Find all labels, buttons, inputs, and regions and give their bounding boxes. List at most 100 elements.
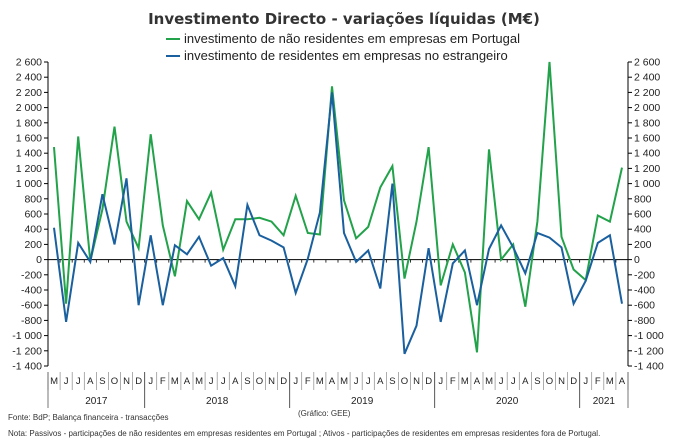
x-month-label: O [256, 376, 263, 387]
x-month-label: A [474, 376, 481, 387]
legend-label-nonresidents: investimento de não residentes em empres… [184, 31, 520, 46]
note-text: Nota: Passivos - participações de não re… [8, 429, 600, 438]
x-month-label: M [50, 376, 58, 387]
y-tick-label-left: -1 200 [12, 345, 42, 357]
legend-label-residents: investimento de residentes em empresas n… [184, 48, 508, 63]
y-tick-label-right: 2 000 [634, 102, 660, 114]
x-year-label: 2017 [85, 396, 108, 407]
x-month-label: O [111, 376, 118, 387]
y-tick-label-left: -400 [21, 285, 42, 297]
x-month-label: S [244, 376, 250, 387]
x-month-label: J [438, 376, 443, 387]
x-month-label: M [340, 376, 348, 387]
credit-text: (Gráfico: GEE) [298, 409, 351, 418]
y-tick-label-right: -400 [634, 285, 655, 297]
x-month-label: D [425, 376, 432, 387]
y-tick-label-left: -1 000 [12, 330, 42, 342]
y-tick-label-right: 1 400 [634, 148, 660, 160]
y-tick-label-left: 1 600 [16, 133, 42, 145]
x-month-label: S [99, 376, 105, 387]
x-year-label: 2020 [496, 396, 519, 407]
x-month-label: M [316, 376, 324, 387]
y-tick-label-left: -600 [21, 300, 42, 312]
y-tick-label-left: -1 400 [12, 361, 42, 373]
y-tick-label-left: -800 [21, 315, 42, 327]
x-month-label: J [209, 376, 214, 387]
y-tick-label-right: 1 200 [634, 163, 660, 175]
x-month-label: M [485, 376, 493, 387]
x-month-label: J [64, 376, 69, 387]
y-tick-label-left: 2 200 [16, 87, 42, 99]
chart-title: Investimento Directo - variações líquida… [148, 10, 540, 28]
x-month-label: A [329, 376, 336, 387]
x-month-label: J [511, 376, 516, 387]
x-month-label: J [499, 376, 504, 387]
x-month-label: S [389, 376, 395, 387]
y-axis-left: 2 600 2 400 2 200 2 000 1 800 1 600 1 400 1 200… [12, 57, 49, 373]
x-month-label: M [606, 376, 614, 387]
y-tick-label-right: 1 800 [634, 117, 660, 129]
x-month-label: A [184, 376, 191, 387]
x-month-label: O [546, 376, 553, 387]
y-tick-label-right: 1 600 [634, 133, 660, 145]
y-tick-label-left: 1 200 [16, 163, 42, 175]
x-month-label: O [401, 376, 408, 387]
x-month-label: N [268, 376, 275, 387]
series-line-nonresidents [53, 61, 623, 353]
y-tick-label-right: 200 [634, 239, 652, 251]
x-month-label: F [160, 376, 166, 387]
y-tick-label-left: 2 400 [16, 72, 42, 84]
y-tick-label-left: 0 [36, 254, 42, 266]
x-year-label: 2019 [351, 396, 374, 407]
x-month-label: M [461, 376, 469, 387]
y-tick-label-left: 2 000 [16, 102, 42, 114]
x-year-label: 2018 [206, 396, 229, 407]
x-month-label: D [280, 376, 287, 387]
y-tick-label-right: -200 [634, 269, 655, 281]
y-tick-label-right: -1 400 [634, 361, 664, 373]
x-month-label: F [450, 376, 456, 387]
y-tick-label-right: -1 000 [634, 330, 664, 342]
y-tick-label-right: 2 200 [634, 87, 660, 99]
x-month-label: D [135, 376, 142, 387]
y-tick-label-right: 400 [634, 224, 652, 236]
x-month-label: N [558, 376, 565, 387]
x-month-label: F [305, 376, 311, 387]
y-tick-label-left: 200 [24, 239, 42, 251]
y-tick-label-left: -200 [21, 269, 42, 281]
x-month-label: J [354, 376, 359, 387]
x-month-label: A [522, 376, 529, 387]
y-tick-label-right: -600 [634, 300, 655, 312]
y-tick-label-left: 2 600 [16, 57, 42, 69]
y-tick-label-left: 1 800 [16, 117, 42, 129]
y-tick-label-right: 800 [634, 193, 652, 205]
y-tick-label-right: -800 [634, 315, 655, 327]
series-line-residents [53, 92, 623, 355]
x-month-label: A [232, 376, 239, 387]
x-month-label: J [366, 376, 371, 387]
source-text: Fonte: BdP; Balança financeira - transac… [8, 413, 169, 422]
y-tick-label-right: 1 000 [634, 178, 660, 190]
y-tick-label-right: -1 200 [634, 345, 664, 357]
y-tick-label-left: 800 [24, 193, 42, 205]
y-axis-right: 2 600 2 400 2 200 2 000 1 800 1 600 1 400 1 200… [627, 57, 664, 373]
x-month-label: J [221, 376, 226, 387]
x-month-label: J [76, 376, 81, 387]
x-month-label: M [171, 376, 179, 387]
x-month-label: A [377, 376, 384, 387]
x-month-label: D [570, 376, 577, 387]
y-tick-label-left: 400 [24, 224, 42, 236]
y-tick-label-right: 0 [634, 254, 640, 266]
x-month-label: A [619, 376, 626, 387]
y-tick-label-left: 600 [24, 209, 42, 221]
x-month-label: S [534, 376, 540, 387]
y-tick-label-right: 2 400 [634, 72, 660, 84]
x-month-label: N [413, 376, 420, 387]
x-month-label: A [87, 376, 94, 387]
x-month-label: J [293, 376, 298, 387]
x-month-label: J [148, 376, 153, 387]
y-tick-label-left: 1 000 [16, 178, 42, 190]
x-month-label: J [583, 376, 588, 387]
